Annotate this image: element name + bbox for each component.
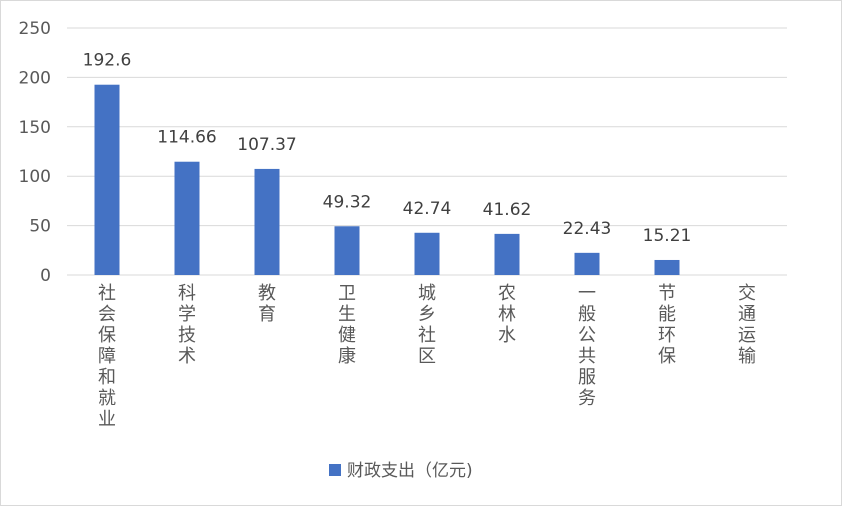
category-labels: 社会保障和就业 科学技术 教育 卫生健康 城乡社区 农林水 一般公共服务 节能环保 交通运输: [98, 283, 756, 430]
y-tick-label-0: 0: [40, 266, 51, 286]
category-label-7: 一般公共服务: [578, 283, 596, 409]
category-label-4: 卫生健康: [338, 283, 356, 367]
y-tick-label-150: 150: [19, 118, 51, 138]
y-tick-label-200: 200: [19, 68, 51, 88]
legend: 财政支出（亿元): [329, 461, 473, 481]
bar-1: [94, 84, 120, 275]
legend-swatch: [329, 464, 341, 476]
bar-7: [574, 252, 600, 275]
category-label-1: 社会保障和就业: [98, 283, 116, 430]
bar-3: [254, 168, 280, 275]
data-labels: 192.6 114.66 107.37 49.32 42.74 41.62 22.43 15.…: [83, 51, 692, 246]
y-tick-label-100: 100: [19, 167, 51, 187]
data-label-4: 49.32: [323, 192, 372, 212]
category-label-3: 教育: [258, 283, 276, 325]
data-label-5: 42.74: [403, 199, 452, 219]
category-label-6: 农林水: [498, 283, 516, 346]
category-label-2: 科学技术: [178, 283, 196, 367]
bar-8: [654, 259, 680, 275]
data-label-3: 107.37: [237, 135, 296, 155]
bar-6: [494, 233, 520, 275]
bar-4: [334, 226, 360, 275]
data-label-6: 41.62: [483, 200, 532, 220]
bar-2: [174, 161, 200, 275]
legend-label: 财政支出（亿元): [347, 461, 473, 481]
category-label-9: 交通运输: [738, 283, 756, 367]
data-label-7: 22.43: [563, 219, 612, 239]
y-axis-ticks: 0 50 100 150 200 250: [19, 19, 51, 286]
category-label-5: 城乡社区: [418, 283, 436, 367]
y-tick-label-50: 50: [29, 217, 51, 237]
bar-5: [414, 232, 440, 275]
category-label-8: 节能环保: [658, 283, 676, 367]
data-label-1: 192.6: [83, 51, 132, 71]
data-label-8: 15.21: [643, 226, 692, 246]
bars: [94, 84, 680, 275]
y-tick-label-250: 250: [19, 19, 51, 39]
data-label-2: 114.66: [157, 128, 216, 148]
